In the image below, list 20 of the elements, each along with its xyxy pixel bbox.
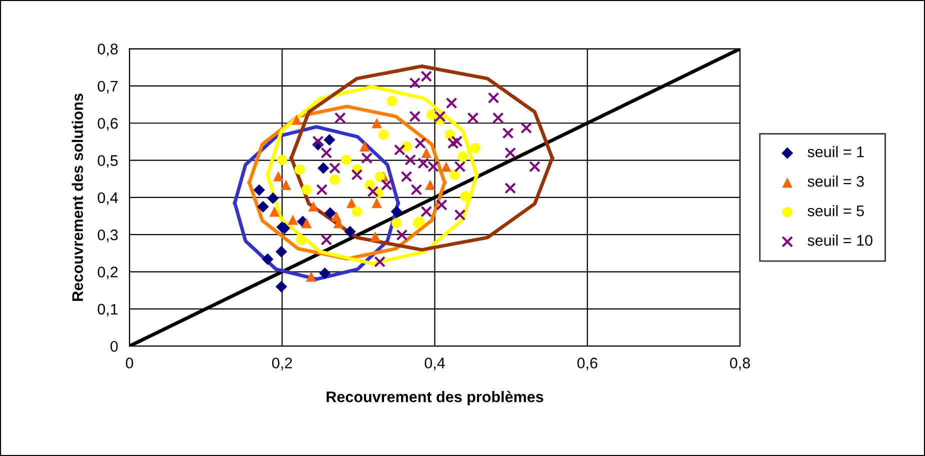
- y-tick-label: 0,4: [98, 192, 118, 205]
- y-tick-label: 0,1: [98, 304, 118, 316]
- y-tick-label: 0,6: [98, 118, 118, 131]
- y-tick-label: 0,8: [98, 44, 118, 56]
- x-tick-label: 0,6: [577, 358, 598, 370]
- x-tick-label: 0: [126, 358, 134, 368]
- legend-label: seuil = 1: [808, 146, 864, 158]
- legend-label: seuil = 3: [808, 176, 864, 187]
- x-tick-label: 0,8: [730, 358, 750, 370]
- y-axis-title: Recouvrement des solutions: [72, 94, 84, 301]
- y-tick-label: 0,7: [98, 80, 118, 94]
- x-tick-label: 0,4: [424, 358, 445, 370]
- y-tick-label: 0,5: [98, 155, 118, 168]
- legend-label: seuil = 5: [808, 205, 864, 216]
- y-tick-label: 0: [110, 340, 118, 352]
- y-tick-label: 0,3: [98, 229, 118, 242]
- legend-label: seuil = 10: [808, 234, 872, 246]
- x-axis-title: Recouvrement des problèmes: [326, 390, 544, 406]
- x-tick-label: 0,2: [272, 358, 292, 370]
- y-tick-label: 0,2: [98, 266, 118, 280]
